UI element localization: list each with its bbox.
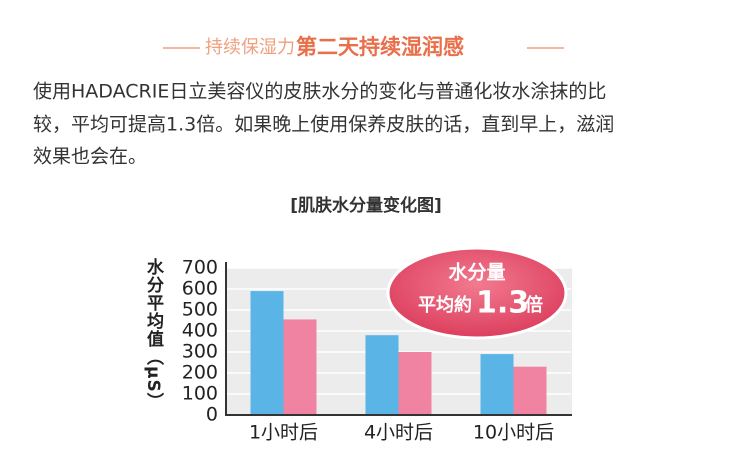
x-tick-label: 4小时后 [364, 422, 433, 444]
y-tick-label: 700 [182, 257, 218, 279]
annotation-number: 1.3 [476, 286, 529, 321]
y-tick-label: 300 [182, 341, 218, 363]
header-highlight: 第二天持续湿润感 [296, 35, 464, 59]
chart-title: [肌肤水分量变化图] [290, 195, 442, 216]
header-lead: 持续保湿力 [205, 37, 295, 58]
y-tick-label: 600 [182, 278, 218, 300]
bar [283, 319, 317, 415]
paragraph-line: 效果也会在。 [33, 146, 147, 168]
annotation-text: 倍 [525, 294, 543, 316]
x-tick-label: 1小时后 [249, 422, 318, 444]
bar [365, 335, 399, 415]
bar [250, 291, 284, 415]
y-tick-label: 400 [182, 320, 218, 342]
y-tick-label: 100 [182, 383, 218, 405]
annotation-text: 水分量 [448, 262, 505, 284]
paragraph-line: 较，平均可提高1.3倍。如果晚上使用保养皮肤的话，直到早上，滋润 [33, 114, 614, 136]
x-tick-label: 10小时后 [473, 422, 554, 444]
bar [480, 354, 514, 415]
y-tick-label: 500 [182, 299, 218, 321]
paragraph-line: 使用HADACRIE日立美容仪的皮肤水分的变化与普通化妆水涂抹的比 [33, 81, 606, 103]
bar [513, 366, 547, 415]
annotation-bubble [386, 246, 568, 340]
annotation-text: 平均約 [418, 294, 472, 316]
y-axis-label: 水分平均值（μS） [143, 257, 164, 411]
bar [398, 352, 432, 415]
y-tick-label: 0 [206, 404, 218, 426]
y-tick-label: 200 [182, 362, 218, 384]
